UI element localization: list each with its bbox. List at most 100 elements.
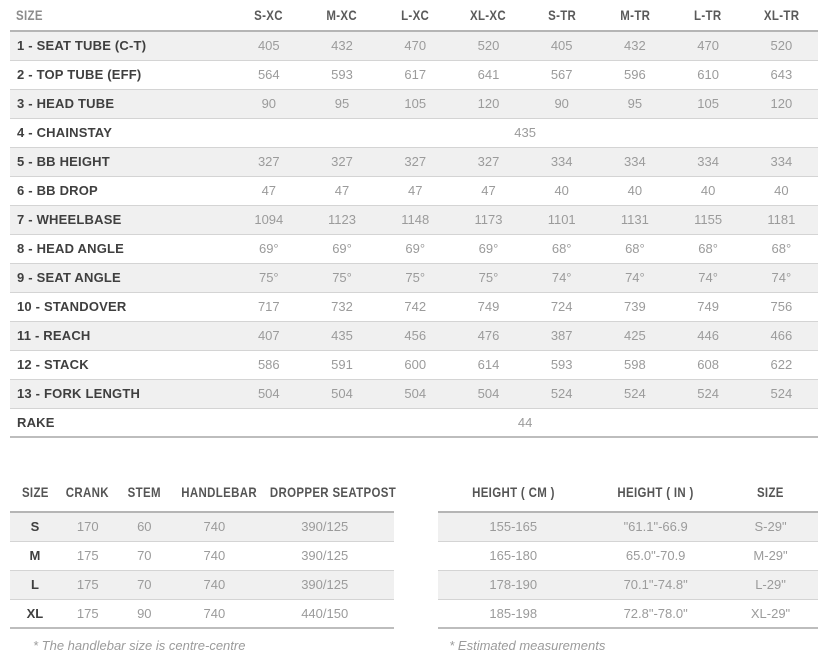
geometry-row: 12 - STACK 586 591 600 614 593 598 608 622: [10, 350, 818, 379]
geometry-cell: 742: [404, 299, 427, 314]
geometry-cell: 95: [627, 96, 643, 111]
geometry-cell: 466: [770, 328, 793, 343]
components-body: S 170 60 740 390/125 M 175 70 740 390/125 L 175 70 74…: [10, 512, 394, 628]
components-size-cell: S: [30, 519, 40, 535]
rider-height-row: 185-198 72.8"-78.0" XL-29": [438, 599, 818, 628]
geometry-cell: 600: [404, 357, 427, 372]
components-block: SIZE CRANK STEM HANDLEBAR DROPPER SEATPOST S…: [10, 474, 396, 653]
components-cell: 740: [203, 605, 226, 621]
geometry-row-label: 13 - FORK LENGTH: [17, 386, 141, 401]
geometry-cell: 617: [404, 67, 427, 82]
geometry-column-header: M-TR: [598, 2, 671, 31]
geometry-cell: 90: [261, 96, 277, 111]
geometry-cell: 75°: [332, 270, 352, 285]
geometry-table: SIZE S-XC M-XC L-XC XL-XC S-TR M-TR L-TR XL-TR …: [10, 2, 818, 438]
geometry-row: 13 - FORK LENGTH 504 504 504 504 524 524 524 524: [10, 379, 818, 408]
geometry-row: 7 - WHEELBASE 1094 1123 1148 1173 1101 1131 115…: [10, 205, 818, 234]
geometry-cell: 334: [624, 154, 646, 169]
geometry-row: 9 - SEAT ANGLE 75° 75° 75° 75° 74° 74° 74° 74°: [10, 263, 818, 292]
geometry-cell: 75°: [258, 270, 279, 285]
components-cell: 175: [76, 577, 99, 592]
geometry-row-label: RAKE: [17, 414, 55, 430]
rider-height-table: HEIGHT ( CM ) HEIGHT ( IN ) SIZE 155-165 "6…: [438, 474, 818, 629]
components-column-header: SIZE: [10, 474, 60, 512]
geometry-row-label: 8 - HEAD ANGLE: [17, 241, 125, 256]
geometry-cell: 74°: [698, 270, 718, 285]
geometry-cell: 120: [770, 96, 793, 111]
geometry-column-header: S-XC: [232, 2, 305, 31]
geometry-cell: 739: [624, 299, 646, 314]
geometry-cell: 749: [477, 299, 500, 314]
rider-height-cell: 178-190: [489, 577, 538, 592]
geometry-column-label: S-XC: [254, 7, 284, 23]
components-column-label: HANDLEBAR: [181, 483, 258, 500]
components-column-label: DROPPER SEATPOST: [269, 483, 396, 500]
geometry-row-label: 9 - SEAT ANGLE: [17, 270, 121, 285]
geometry-cell: 105: [404, 96, 427, 111]
geometry-cell: 327: [257, 154, 280, 169]
components-cell: 740: [203, 577, 226, 592]
handlebar-footnote: * The handlebar size is centre-centre: [33, 638, 246, 653]
geometry-row-label: 11 - REACH: [17, 328, 91, 343]
geometry-cell: 75°: [405, 270, 426, 285]
geometry-row: 2 - TOP TUBE (EFF) 564 593 617 641 567 596 610 6…: [10, 60, 818, 89]
geometry-cell: 504: [404, 386, 427, 401]
geometry-cell: 405: [257, 38, 280, 54]
components-cell: 740: [203, 548, 226, 563]
rider-height-column-header: SIZE: [723, 474, 818, 512]
geometry-cell: 68°: [551, 241, 572, 256]
geometry-cell: 40: [554, 183, 569, 198]
components-size-cell: L: [30, 577, 39, 592]
components-cell: 175: [76, 548, 99, 563]
geometry-cell: 1155: [694, 212, 723, 227]
components-table: SIZE CRANK STEM HANDLEBAR DROPPER SEATPOST S…: [10, 474, 396, 629]
geometry-header-row: SIZE S-XC M-XC L-XC XL-XC S-TR M-TR L-TR XL-TR: [10, 2, 818, 31]
rider-height-column-label: HEIGHT ( IN ): [617, 483, 694, 500]
rider-height-block: HEIGHT ( CM ) HEIGHT ( IN ) SIZE 155-165 "6…: [438, 474, 818, 653]
geometry-cell: 598: [624, 357, 646, 372]
geometry-cell: 470: [697, 38, 719, 54]
geometry-cell: 717: [257, 299, 280, 314]
geometry-column-header: S-TR: [525, 2, 598, 31]
geometry-cell: 40: [627, 183, 643, 198]
geometry-cell: 476: [477, 328, 500, 343]
geometry-cell: 456: [404, 328, 427, 343]
geometry-cell: 446: [697, 328, 719, 343]
geometry-column-header: XL-XC: [452, 2, 525, 31]
geometry-cell: 75°: [478, 270, 499, 285]
geometry-cell: 749: [697, 299, 719, 314]
geometry-body: 1 - SEAT TUBE (C-T) 405 432 470 520 405 432 470…: [10, 31, 818, 437]
geometry-cell: 614: [477, 357, 500, 372]
rider-height-column-label: SIZE: [757, 483, 784, 500]
geometry-column-label: XL-XC: [470, 7, 507, 23]
rider-height-cell: 165-180: [489, 548, 538, 563]
geometry-column-label: L-XC: [401, 7, 430, 23]
geometry-column-header: M-XC: [305, 2, 378, 31]
geometry-cell: 120: [477, 96, 500, 111]
geometry-row: 1 - SEAT TUBE (C-T) 405 432 470 520 405 432 470…: [10, 31, 818, 60]
geometry-cell: 47: [334, 183, 350, 198]
geometry-cell: 567: [550, 67, 573, 82]
geometry-row: 10 - STANDOVER 717 732 742 749 724 739 749 756: [10, 292, 818, 321]
rider-height-column-header: HEIGHT ( CM ): [438, 474, 588, 512]
geometry-cell: 69°: [332, 241, 352, 256]
geometry-cell: 74°: [551, 270, 572, 285]
rider-height-body: 155-165 "61.1"-66.9 S-29" 165-180 65.0"-70.9…: [438, 512, 818, 628]
geometry-cell: 334: [550, 154, 573, 169]
components-header-row: SIZE CRANK STEM HANDLEBAR DROPPER SEATPOST: [10, 474, 396, 512]
geometry-cell: 586: [257, 357, 280, 372]
geometry-corner-header: SIZE: [10, 2, 232, 31]
geometry-cell: 47: [408, 183, 423, 198]
geometry-column-header: L-XC: [379, 2, 452, 31]
components-cell: 390/125: [301, 519, 349, 535]
components-cell: 175: [76, 605, 99, 621]
geometry-cell: 405: [550, 38, 573, 54]
geometry-cell: 47: [481, 183, 496, 198]
components-cell: 440/150: [301, 605, 349, 621]
geometry-cell: 40: [700, 183, 716, 198]
components-column-header: STEM: [116, 474, 174, 512]
components-size-cell: XL: [26, 605, 44, 621]
components-column-header: DROPPER SEATPOST: [256, 474, 396, 512]
rider-height-row: 165-180 65.0"-70.9 M-29": [438, 541, 818, 570]
geometry-cell: 69°: [405, 241, 426, 256]
